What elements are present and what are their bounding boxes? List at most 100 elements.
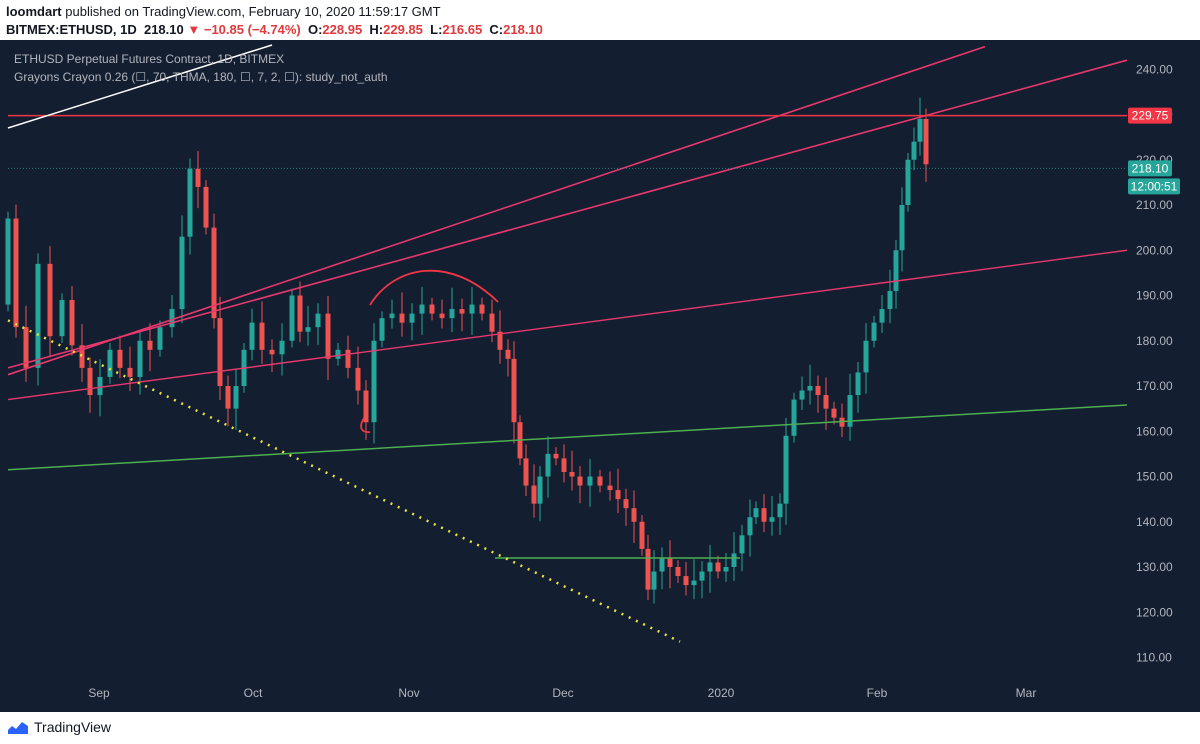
- candle-body: [863, 340, 869, 373]
- candle-body: [203, 186, 209, 228]
- candle-body: [505, 349, 511, 359]
- price-labels: 229.75 218.10 12:00:51: [1128, 107, 1180, 195]
- y-tick-label: 130.00: [1136, 560, 1173, 574]
- candle-body: [497, 331, 503, 350]
- candle-body: [511, 358, 517, 423]
- publish-line: loomdart published on TradingView.com, F…: [6, 4, 441, 19]
- candle-body: [157, 327, 163, 350]
- candle-body: [117, 349, 123, 368]
- y-tick-label: 140.00: [1136, 515, 1173, 529]
- candle-body: [233, 386, 239, 409]
- y-tick-label: 150.00: [1136, 470, 1173, 484]
- candle-body: [911, 141, 917, 160]
- candle-body: [459, 309, 465, 314]
- footer: TradingView: [0, 712, 1200, 744]
- candle-body: [523, 458, 529, 486]
- candle-body: [69, 300, 75, 346]
- y-tick-label: 180.00: [1136, 334, 1173, 348]
- candle-body: [823, 395, 829, 409]
- price-change: −10.85 (−4.74%): [203, 22, 301, 37]
- candle-body: [699, 571, 705, 581]
- candle-body: [747, 517, 753, 536]
- brand[interactable]: TradingView: [8, 719, 111, 735]
- x-tick-label: Mar: [1016, 686, 1037, 700]
- y-tick-label: 200.00: [1136, 243, 1173, 257]
- candle-body: [35, 263, 41, 368]
- candle-body: [777, 503, 783, 518]
- candle-body: [479, 304, 485, 314]
- candle-body: [249, 322, 255, 350]
- study-legend[interactable]: Grayons Crayon 0.26 (☐, 70, THMA, 180, ☐…: [14, 70, 388, 84]
- candle-body: [259, 322, 265, 350]
- candle-body: [371, 340, 377, 423]
- candle-body: [297, 295, 303, 332]
- candle-body: [667, 557, 673, 567]
- candle-body: [531, 485, 537, 504]
- candle-body: [439, 313, 445, 319]
- candle-body: [831, 408, 837, 418]
- trendline-lower: [7, 249, 1128, 401]
- chart-pane[interactable]: [0, 40, 1200, 712]
- candle-body: [489, 313, 495, 332]
- candle-body: [807, 386, 813, 391]
- candle-body: [597, 476, 603, 486]
- candle-body: [355, 367, 361, 391]
- candle-body: [753, 508, 759, 518]
- candle-body: [799, 390, 805, 400]
- candle-body: [169, 309, 175, 328]
- candle-body: [379, 318, 385, 341]
- y-tick-label: 160.00: [1136, 424, 1173, 438]
- candle-body: [847, 395, 853, 427]
- candle-body: [59, 300, 65, 337]
- candle-body: [79, 345, 85, 368]
- x-tick-label: Feb: [867, 686, 888, 700]
- candle-body: [305, 327, 311, 332]
- candle-body: [107, 349, 113, 377]
- candle-body: [879, 309, 885, 323]
- trendline-mid: [7, 59, 1128, 369]
- candle-body: [887, 290, 893, 310]
- candle-body: [195, 168, 201, 187]
- ohlc-line: BITMEX:ETHUSD, 1D 218.10 ▼ −10.85 (−4.74…: [6, 22, 543, 37]
- low-label: L:: [430, 22, 443, 37]
- candle-body: [137, 340, 143, 377]
- candle-body: [769, 517, 775, 522]
- candle-body: [871, 322, 877, 341]
- candle-body: [651, 571, 657, 590]
- last-price: 218.10: [143, 22, 184, 37]
- resistance-price-label: 229.75: [1132, 109, 1169, 123]
- tradingview-logo-icon: [8, 722, 28, 734]
- candle-body: [561, 458, 567, 472]
- candle-body: [449, 309, 455, 319]
- candle-body: [537, 476, 543, 504]
- publisher-name[interactable]: loomdart: [6, 4, 62, 19]
- y-tick-label: 110.00: [1136, 651, 1172, 665]
- resistance-price-badge: [1128, 107, 1172, 124]
- x-tick-label: Sep: [88, 686, 110, 700]
- candle-body: [623, 499, 629, 509]
- candle-body: [739, 535, 745, 554]
- trendline-white: [7, 44, 273, 129]
- candle-body: [127, 367, 133, 377]
- candle-body: [917, 119, 923, 142]
- candle-body: [553, 453, 559, 459]
- candle-body: [409, 313, 415, 323]
- candle-body: [923, 119, 929, 165]
- candle-body: [587, 476, 593, 486]
- candle-body: [289, 295, 295, 341]
- candle-body: [469, 304, 475, 314]
- open-label: O:: [307, 22, 323, 37]
- candle-body: [335, 349, 341, 359]
- candle-body: [269, 349, 275, 355]
- candle-body: [645, 548, 651, 590]
- candle-body: [47, 263, 53, 337]
- candle-body: [855, 372, 861, 396]
- down-arrow-icon: ▼: [187, 22, 201, 37]
- candle-body: [569, 471, 575, 477]
- symbol-label: BITMEX:ETHUSD, 1D: [6, 22, 137, 37]
- series-legend[interactable]: ETHUSD Perpetual Futures Contract, 1D, B…: [14, 52, 285, 66]
- candle-body: [659, 557, 665, 572]
- candle-body: [675, 567, 681, 577]
- candle-body: [211, 227, 217, 319]
